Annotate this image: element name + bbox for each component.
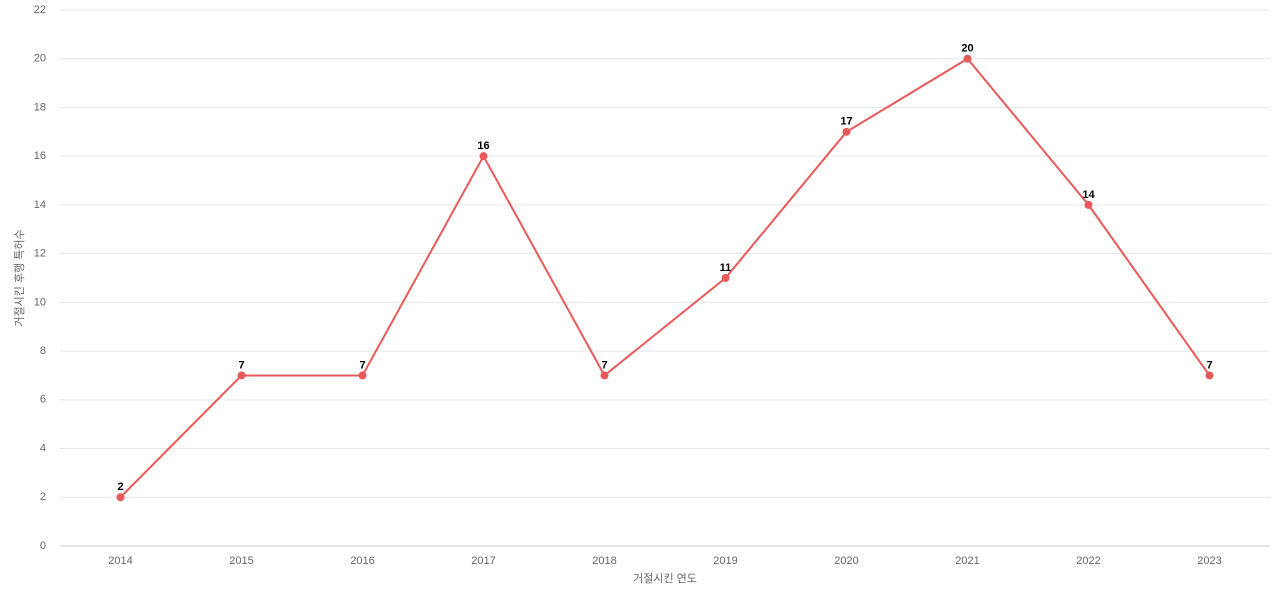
x-tick-label: 2018 (592, 555, 616, 567)
value-label: 7 (1206, 359, 1212, 371)
x-tick-label: 2015 (229, 555, 253, 567)
point (1084, 200, 1093, 209)
point (479, 152, 488, 161)
point (963, 54, 972, 63)
value-label: 7 (238, 359, 244, 371)
value-label: 16 (477, 140, 489, 152)
point (600, 371, 609, 380)
y-tick-label: 22 (34, 4, 46, 16)
y-tick-label: 4 (40, 442, 46, 454)
point (237, 371, 246, 380)
x-tick-label: 2023 (1197, 555, 1221, 567)
value-label: 14 (1082, 189, 1095, 201)
point (1205, 371, 1214, 380)
y-tick-label: 6 (40, 394, 46, 406)
x-tick-label: 2014 (108, 555, 132, 567)
point (721, 274, 730, 282)
x-tick-label: 2022 (1076, 555, 1100, 567)
y-tick-label: 8 (40, 345, 46, 357)
value-label: 20 (961, 43, 973, 55)
x-tick-label: 2020 (834, 555, 858, 567)
point (358, 371, 367, 380)
y-tick-label: 2 (40, 491, 46, 503)
y-tick-label: 16 (34, 150, 46, 162)
y-tick-label: 0 (40, 540, 46, 552)
value-label: 7 (359, 359, 365, 371)
y-axis-title: 거절시킨 후행 특허수 (13, 229, 26, 326)
y-tick-label: 18 (34, 101, 46, 113)
value-label: 11 (720, 262, 732, 274)
y-tick-label: 14 (34, 199, 46, 211)
x-tick-label: 2017 (471, 555, 495, 567)
value-label: 17 (840, 116, 852, 128)
value-label: 7 (601, 359, 607, 371)
point (116, 493, 125, 502)
line (119, 57, 1211, 498)
value-label: 2 (117, 481, 123, 493)
point (842, 127, 851, 136)
y-tick-label: 20 (34, 53, 46, 65)
y-tick-label: 10 (34, 296, 46, 308)
y-tick-label: 12 (34, 248, 46, 260)
x-axis-title: 거절시킨 연도 (633, 572, 697, 585)
x-tick-label: 2021 (955, 555, 979, 567)
x-tick-label: 2016 (350, 555, 374, 567)
x-tick-label: 2019 (713, 555, 737, 567)
